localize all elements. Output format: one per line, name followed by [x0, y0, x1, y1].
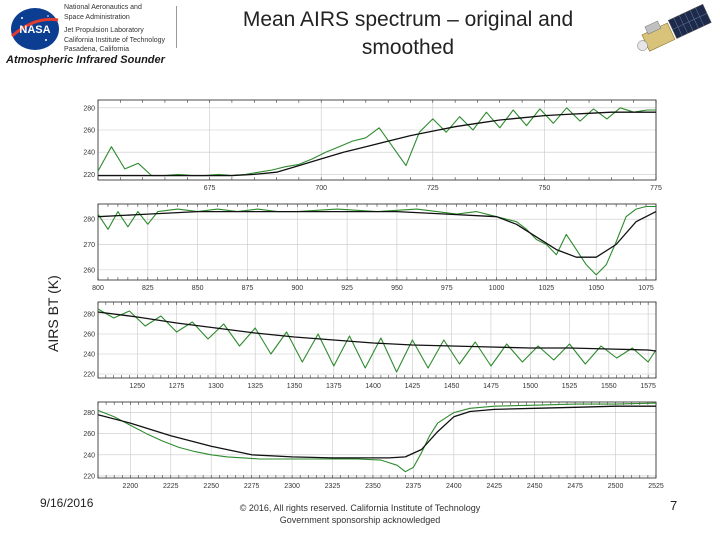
org-line: Space Administration [64, 13, 130, 21]
plot-frame [97, 301, 657, 379]
spectrum-panel-2: 800 825 850 875 900 925 950 975 1000 1025 1050 1075… [83, 203, 657, 292]
smoothed-line [97, 210, 657, 258]
x-tick-label: 875 [242, 285, 254, 292]
y-tick-label: 280 [83, 217, 95, 224]
copyright-line-2: Government sponsorship acknowledged [279, 515, 441, 525]
satellite-icon [637, 3, 712, 52]
x-tick-label: 900 [291, 285, 303, 292]
x-tick-label: 1350 [287, 383, 303, 390]
x-tick-label: 2225 [163, 483, 179, 490]
y-tick-label: 260 [83, 267, 95, 274]
x-tick-label: 2275 [244, 483, 260, 490]
x-tick-label: 1575 [640, 383, 656, 390]
x-tick-label: 975 [441, 285, 453, 292]
original-line [97, 205, 656, 276]
team-name: Atmospheric Infrared Sounder [6, 54, 165, 66]
spectrum-panel-4: 2200 2225 2250 2275 2300 2325 2350 2375 2400 2425… [83, 401, 664, 490]
plot-frame [97, 203, 657, 281]
y-tick-label: 270 [83, 242, 95, 249]
x-tick-label: 2200 [123, 483, 139, 490]
plot-frame [97, 401, 657, 479]
x-tick-label: 2425 [486, 483, 502, 490]
copyright-line-1: © 2016, All rights reserved. California … [239, 503, 481, 513]
y-tick-label: 220 [83, 473, 95, 480]
x-tick-label: 1250 [130, 383, 146, 390]
x-tick-label: 850 [192, 285, 204, 292]
smoothed-line [98, 111, 656, 177]
x-tick-label: 2475 [567, 483, 583, 490]
x-tick-label: 2450 [527, 483, 543, 490]
org-line: California Institute of Technology [64, 36, 166, 44]
x-tick-label: 1275 [169, 383, 185, 390]
original-line [97, 402, 657, 473]
y-tick-label: 220 [83, 372, 95, 379]
y-tick-label: 280 [83, 105, 95, 112]
page-number: 7 [670, 498, 678, 513]
x-tick-label: 1000 [489, 285, 505, 292]
slide-title: Mean AIRS spectrum – original and smooth… [198, 6, 618, 62]
x-tick-label: 1425 [405, 383, 421, 390]
x-tick-label: 1325 [247, 383, 263, 390]
x-tick-label: 1550 [601, 383, 617, 390]
y-tick-label: 260 [83, 431, 95, 438]
x-tick-label: 1475 [483, 383, 499, 390]
y-tick-label: 220 [83, 172, 95, 179]
footer-date: 9/16/2016 [40, 496, 94, 510]
x-tick-label: 1075 [638, 285, 654, 292]
x-tick-label: 700 [315, 185, 327, 192]
org-lines: National Aeronautics and Space Administr… [64, 3, 180, 55]
y-axis-label: AIRS BT (K) [45, 275, 61, 352]
smoothed-line [97, 311, 657, 352]
x-tick-label: 2250 [203, 483, 219, 490]
org-line: Jet Propulsion Laboratory [64, 27, 144, 35]
x-tick-label: 725 [427, 185, 439, 192]
x-tick-label: 2525 [648, 483, 664, 490]
org-line: Pasadena, California [64, 46, 129, 54]
x-tick-label: 1375 [326, 383, 342, 390]
x-tick-label: 675 [204, 185, 216, 192]
y-tick-label: 240 [83, 150, 95, 157]
original-line [97, 107, 656, 177]
x-tick-label: 1050 [588, 285, 604, 292]
y-tick-label: 240 [83, 452, 95, 459]
nasa-logo: NASA [11, 8, 59, 50]
x-tick-label: 775 [650, 185, 662, 192]
x-tick-label: 800 [92, 285, 104, 292]
x-tick-label: 2375 [406, 483, 422, 490]
y-tick-label: 260 [83, 128, 95, 135]
x-tick-label: 2400 [446, 483, 462, 490]
x-tick-label: 1025 [539, 285, 555, 292]
nasa-logo-text: NASA [19, 24, 50, 36]
plot-frame [97, 99, 657, 181]
spectrum-panel-1: 675 700 725 750 775 220 240 260 280 [83, 99, 662, 192]
smoothed-line [97, 405, 656, 459]
y-tick-label: 260 [83, 332, 95, 339]
y-tick-label: 280 [83, 312, 95, 319]
x-tick-label: 1500 [522, 383, 538, 390]
title-line-1: Mean AIRS spectrum – original and [242, 8, 574, 31]
x-tick-label: 2300 [284, 483, 300, 490]
original-line [97, 308, 657, 373]
x-tick-label: 750 [539, 185, 551, 192]
title-line-2: smoothed [361, 36, 455, 59]
x-tick-label: 825 [142, 285, 154, 292]
spectrum-panel-3: 1250 1275 1300 1325 1350 1375 1400 1425 1450 1475… [83, 301, 657, 390]
y-tick-label: 280 [83, 410, 95, 417]
x-tick-label: 925 [341, 285, 353, 292]
x-tick-label: 1400 [365, 383, 381, 390]
y-tick-label: 240 [83, 352, 95, 359]
x-tick-label: 950 [391, 285, 403, 292]
x-tick-label: 2325 [325, 483, 341, 490]
footer-copyright: © 2016, All rights reserved. California … [210, 502, 510, 526]
x-tick-label: 1525 [562, 383, 578, 390]
header-divider [176, 6, 177, 48]
x-tick-label: 2350 [365, 483, 381, 490]
org-line: National Aeronautics and [64, 4, 142, 11]
x-tick-label: 1300 [208, 383, 224, 390]
x-tick-label: 2500 [608, 483, 624, 490]
x-tick-label: 1450 [444, 383, 460, 390]
